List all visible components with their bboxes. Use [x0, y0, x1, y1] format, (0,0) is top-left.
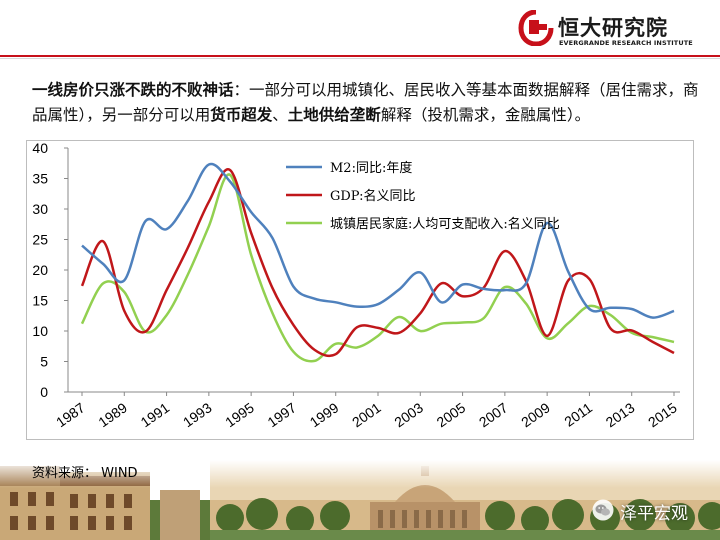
x-tick-label: 2009 [518, 399, 553, 430]
y-tick-label: 30 [32, 201, 48, 217]
x-tick-label: 1999 [307, 399, 342, 430]
x-tick-label: 2003 [391, 399, 426, 430]
headline-text-1: ：一部分可以用城镇化、居民收入等基本面数据解释（居住需求，商品属性），另一部分可… [32, 81, 699, 124]
x-tick-label: 1997 [264, 399, 299, 430]
y-tick-label: 10 [32, 323, 48, 339]
y-tick-label: 0 [40, 384, 48, 400]
chart-axes: 0 5 10 15 20 25 30 35 40 1987 1989 1991 1993 1995 1997… [32, 140, 680, 430]
brand-logo: 恒大研究院 EVERGRANDE RESEARCH INSTITUTE [518, 8, 693, 54]
x-tick-label: 2015 [645, 399, 680, 430]
header-rule [0, 55, 720, 57]
legend-label-0: M2:同比:年度 [330, 160, 412, 176]
series-line-2 [80, 173, 675, 363]
x-tick-label: 1995 [222, 399, 257, 430]
y-tick-label: 40 [32, 140, 48, 156]
y-tick-label: 5 [40, 354, 48, 370]
y-tick-label: 25 [32, 232, 48, 248]
y-tick-label: 20 [32, 262, 48, 278]
header-rule-shadow [0, 58, 720, 59]
brand-name-cn: 恒大研究院 [558, 16, 668, 40]
headline-bold-1: 一线房价只涨不跌的不败神话 [32, 81, 234, 99]
source-note: 资料来源： WIND [32, 466, 138, 481]
wechat-icon [592, 499, 614, 521]
chart-series-lines [80, 162, 675, 363]
y-tick-label: 35 [32, 171, 48, 187]
y-tick-label: 15 [32, 293, 48, 309]
x-tick-label: 2007 [476, 399, 511, 430]
x-tick-label: 1987 [53, 399, 88, 430]
x-tick-label: 1991 [138, 399, 173, 430]
chart-frame [26, 140, 694, 440]
x-tick-label: 2011 [561, 399, 595, 429]
brand-name-en: EVERGRANDE RESEARCH INSTITUTE [559, 39, 693, 47]
wechat-watermark: 泽平宏观 [592, 497, 714, 524]
wechat-account-name: 泽平宏观 [620, 504, 688, 524]
x-tick-label: 2013 [603, 399, 638, 430]
x-tick-label: 2005 [434, 399, 469, 430]
x-tick-label: 1993 [180, 399, 215, 430]
slide-headline: 一线房价只涨不跌的不败神话：一部分可以用城镇化、居民收入等基本面数据解释（居住需… [32, 78, 702, 128]
evergrande-logo-icon [518, 10, 554, 46]
headline-text-3: 解释（投机需求，金融属性）。 [380, 106, 591, 124]
legend-label-1: GDP:名义同比 [330, 188, 415, 204]
series-line-1 [80, 168, 675, 358]
headline-bold-3: 土地供给垄断 [287, 106, 381, 124]
legend-label-2: 城镇居民家庭:人均可支配收入:名义同比 [330, 216, 560, 232]
x-tick-label: 2001 [349, 399, 384, 430]
series-line-0 [81, 162, 675, 319]
headline-bold-2: 货币超发 [210, 106, 273, 124]
x-tick-label: 1989 [95, 399, 130, 430]
headline-text-2: 、 [272, 106, 288, 124]
